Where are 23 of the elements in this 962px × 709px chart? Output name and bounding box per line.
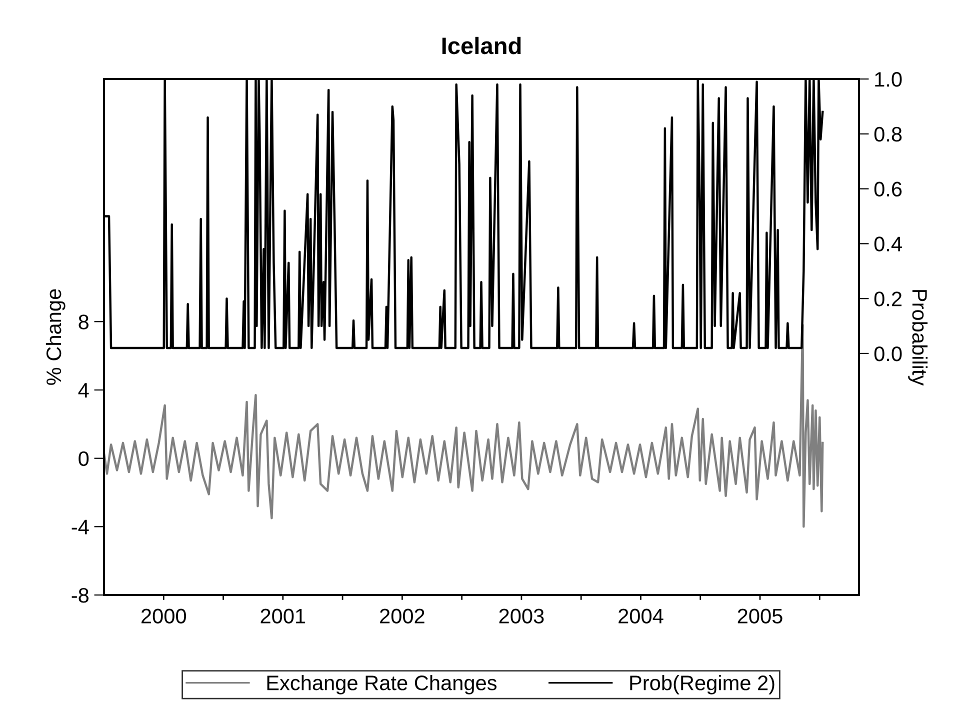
x-tick-label: 2003 <box>499 608 544 624</box>
y-tick-label: 8 <box>78 314 89 330</box>
x-tick-label: 2002 <box>380 608 424 624</box>
x-tick-label: 2004 <box>618 608 664 624</box>
x-tick-label: 2001 <box>260 608 306 624</box>
x-tick-label: 2005 <box>738 608 782 624</box>
y-axis-title: % Change <box>46 289 66 385</box>
y2-axis-title: Probability <box>908 290 928 386</box>
y2-tick-label: 0.6 <box>874 182 902 197</box>
y2-tick-label: 0.4 <box>874 236 902 252</box>
y-tick-label: 4 <box>78 383 89 398</box>
y2-tick-label: 1.0 <box>875 72 902 87</box>
y-tick-label: -8 <box>72 588 89 603</box>
legend-label: Exchange Rate Changes <box>267 674 497 694</box>
y-tick-label: 0 <box>78 451 89 466</box>
line-series <box>104 324 824 528</box>
y2-tick-label: 0.2 <box>874 292 902 306</box>
y2-tick-label: 0.0 <box>874 346 902 362</box>
chart-title: Iceland <box>442 36 521 54</box>
legend-label: Prob(Regime 2) <box>630 674 774 694</box>
x-tick-label: 2000 <box>142 608 186 624</box>
y2-tick-label: 0.8 <box>874 126 902 142</box>
y-tick-label: -4 <box>72 520 89 534</box>
